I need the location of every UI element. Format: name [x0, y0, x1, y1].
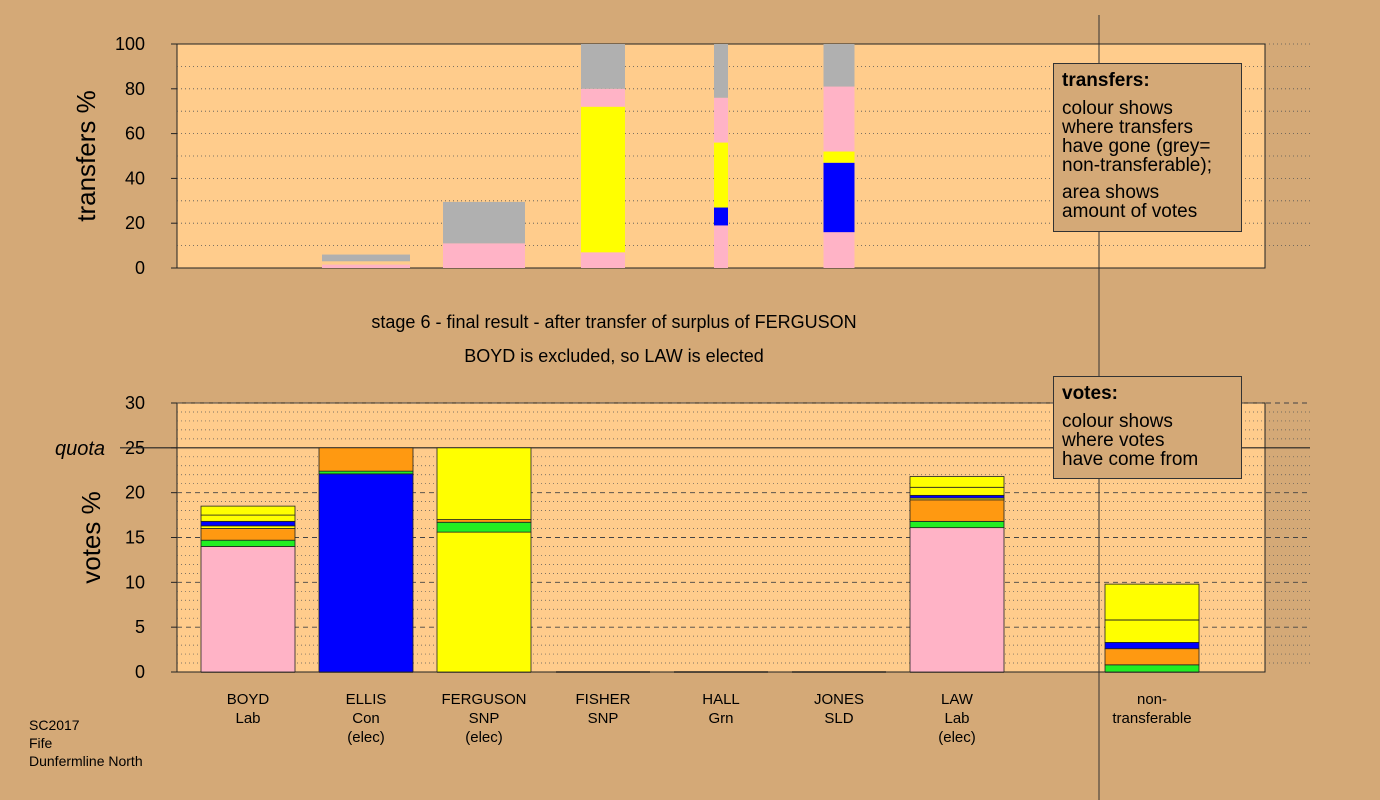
transfer-segment-hall: [714, 207, 728, 226]
transfer-segment-jones: [823, 151, 855, 163]
transfers-legend-line: non-transferable);: [1062, 155, 1212, 176]
votes-tick-label: 10: [125, 572, 145, 592]
vote-segment: [436, 447, 532, 520]
vote-segment: [909, 476, 1005, 488]
vote-segment: [200, 525, 296, 529]
transfers-tick-label: 80: [125, 79, 145, 99]
candidate-party: SNP: [469, 710, 500, 727]
transfer-segment-fisher: [581, 88, 625, 107]
vote-segment: [436, 521, 532, 533]
transfer-segment-jones: [823, 44, 855, 87]
candidate-party: Lab: [235, 710, 260, 727]
vote-segment: [318, 447, 414, 472]
footer-ward: Dunfermline North: [29, 753, 143, 769]
transfers-legend-title: transfers:: [1062, 70, 1150, 91]
vote-segment: [200, 514, 296, 522]
transfer-segment-hall: [714, 97, 728, 143]
votes-legend-line: have come from: [1062, 449, 1199, 470]
vote-segment: [200, 528, 296, 541]
votes-legend-title: votes:: [1062, 383, 1118, 404]
transfer-segment-jones: [823, 86, 855, 152]
transfers-tick-label: 100: [115, 34, 145, 54]
votes-tick-label: 0: [135, 662, 145, 682]
vote-segment: [436, 531, 532, 673]
votes-axis-title: votes %: [76, 491, 106, 584]
transfer-segment-ellis: [322, 264, 410, 268]
vote-segment: [909, 527, 1005, 673]
candidate-party: SLD: [824, 710, 853, 727]
candidate-name: LAW: [941, 691, 974, 708]
candidate-party: Grn: [708, 710, 733, 727]
candidate-name: FISHER: [575, 691, 630, 708]
footer-caption: SC2017 Fife Dunfermline North: [29, 716, 143, 770]
candidate-status: (elec): [465, 729, 503, 746]
vote-segment: [909, 499, 1005, 522]
vote-segment: [318, 470, 414, 475]
transfers-legend-line: area shows: [1062, 182, 1160, 203]
footer-election: SC2017: [29, 717, 80, 733]
vote-segment: [436, 519, 532, 523]
transfer-segment-jones: [823, 162, 855, 233]
candidate-party: Lab: [944, 710, 969, 727]
candidate-status: (elec): [347, 729, 385, 746]
candidate-name: HALL: [702, 691, 740, 708]
stage-title-line2: BOYD is excluded, so LAW is elected: [464, 346, 763, 366]
transfers-legend-line: colour shows: [1062, 98, 1173, 119]
nontransferable-label-line2: transferable: [1112, 710, 1191, 727]
vote-segment: [1104, 583, 1200, 621]
footer-council: Fife: [29, 735, 53, 751]
transfers-tick-label: 20: [125, 213, 145, 233]
votes-legend-line: where votes: [1062, 430, 1165, 451]
votes-legend-box: votes: colour shows where votes have com…: [1053, 376, 1242, 479]
candidate-name: BOYD: [227, 691, 270, 708]
transfers-tick-label: 60: [125, 124, 145, 144]
votes-tick-label: 15: [125, 528, 145, 548]
candidate-party: Con: [352, 710, 380, 727]
transfers-legend-box: transfers: colour shows where transfers …: [1053, 63, 1242, 232]
stage-title-line1: stage 6 - final result - after transfer …: [371, 312, 856, 332]
transfers-tick-label: 0: [135, 258, 145, 278]
candidate-name: JONES: [814, 691, 864, 708]
votes-tick-label: 20: [125, 483, 145, 503]
vote-segment: [318, 473, 414, 673]
vote-segment: [200, 546, 296, 673]
votes-legend-line: colour shows: [1062, 411, 1173, 432]
candidate-name: FERGUSON: [441, 691, 526, 708]
transfer-segment-fisher: [581, 44, 625, 89]
candidate-party: SNP: [588, 710, 619, 727]
transfer-segment-ferguson: [443, 243, 525, 268]
vote-segment: [1104, 642, 1200, 650]
transfer-segment-hall: [714, 44, 728, 98]
votes-tick-label: 5: [135, 617, 145, 637]
transfers-axis-title: transfers %: [71, 90, 101, 222]
quota-label: quota: [55, 438, 105, 460]
vote-segment: [1104, 664, 1200, 673]
transfer-segment-hall: [714, 142, 728, 208]
vote-segment: [1104, 619, 1200, 643]
candidate-status: (elec): [938, 729, 976, 746]
vote-segment: [1104, 648, 1200, 666]
transfers-legend-line: where transfers: [1062, 117, 1193, 138]
transfers-legend-line: have gone (grey=: [1062, 136, 1211, 157]
transfers-tick-label: 40: [125, 168, 145, 188]
transfers-legend-line: amount of votes: [1062, 201, 1198, 222]
vote-segment: [909, 494, 1005, 499]
transfer-segment-fisher: [581, 252, 625, 268]
vote-segment: [909, 520, 1005, 529]
votes-tick-label: 30: [125, 393, 145, 413]
transfer-segment-hall: [714, 225, 728, 268]
transfer-segment-fisher: [581, 106, 625, 253]
vote-segment: [200, 505, 296, 516]
transfer-segment-jones: [823, 232, 855, 268]
nontransferable-label-line1: non-: [1137, 691, 1167, 708]
candidate-name: ELLIS: [346, 691, 387, 708]
transfer-segment-ellis: [322, 254, 410, 262]
vote-segment: [909, 486, 1005, 496]
vote-segment: [200, 520, 296, 527]
transfer-segment-ferguson: [443, 201, 525, 244]
vote-segment: [200, 539, 296, 547]
